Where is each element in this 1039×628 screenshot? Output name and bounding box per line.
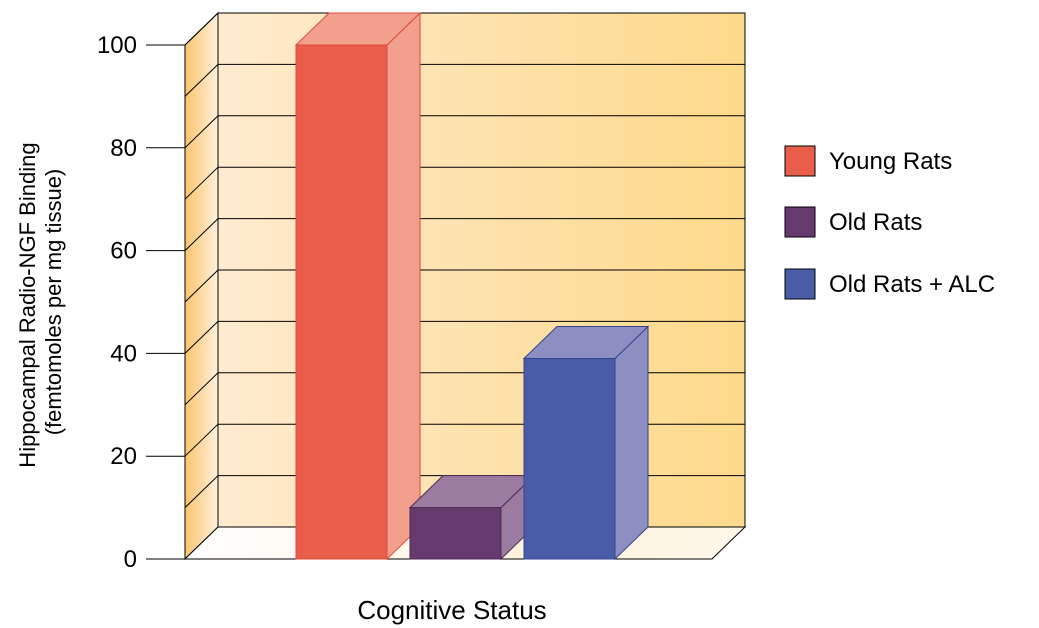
bar-2: [408, 474, 536, 561]
bars: [294, 11, 650, 561]
gridline: [184, 166, 745, 200]
legend: Young Rats Old Rats Old Rats + ALC: [784, 145, 995, 300]
legend-label: Old Rats: [829, 209, 922, 236]
legend-label: Old Rats + ALC: [829, 271, 995, 298]
bar-side: [386, 11, 421, 561]
legend-item: Old Rats: [784, 206, 922, 238]
y-tick-label: 100: [97, 32, 137, 59]
bar-side: [614, 325, 649, 561]
y-tick-label: 80: [110, 135, 137, 162]
legend-swatch: [784, 268, 816, 300]
y-tick-label: 60: [110, 238, 137, 265]
bar-3: [522, 325, 650, 561]
legend-swatch: [784, 206, 816, 238]
y-axis-title-line-1: Hippocampal Radio-NGF Binding: [15, 142, 40, 467]
gridline: [184, 12, 745, 46]
gridline: [184, 115, 745, 149]
gridline: [184, 269, 745, 303]
gridline: [184, 63, 745, 97]
y-axis-title-line-2: (femtomoles per mg tissue): [41, 169, 66, 436]
y-tick-label: 40: [110, 340, 137, 367]
legend-swatch: [784, 145, 816, 177]
bar-front: [409, 507, 502, 560]
bar-front: [295, 44, 388, 560]
bar-1: [294, 11, 422, 561]
legend-item: Old Rats + ALC: [784, 268, 995, 300]
bar-front: [523, 358, 616, 560]
gridline: [184, 218, 745, 251]
y-axis: 0 20 40 60 80 100: [97, 32, 186, 573]
y-tick-label: 20: [110, 443, 137, 470]
gridline: [184, 320, 745, 354]
legend-label: Young Rats: [829, 148, 952, 175]
legend-item: Young Rats: [784, 145, 952, 177]
y-tick-label: 0: [124, 546, 137, 573]
y-axis-title: Hippocampal Radio-NGF Binding (femtomole…: [15, 136, 66, 467]
x-axis-title: Cognitive Status: [357, 595, 546, 625]
